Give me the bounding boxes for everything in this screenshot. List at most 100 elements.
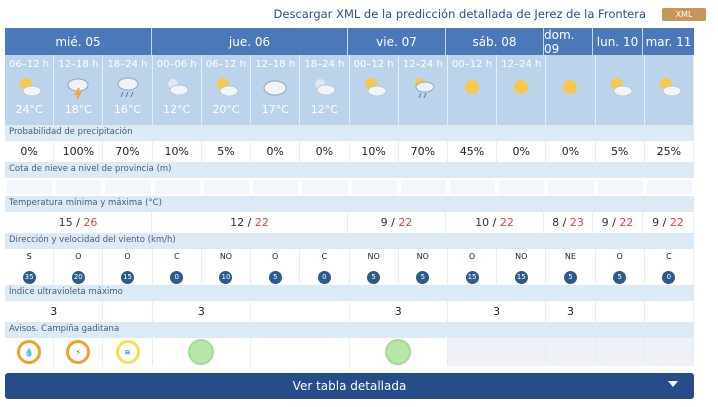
temp-max: 22 [669,216,684,229]
temp-cell: 12 / 22 [152,212,348,233]
temp-max: 23 [569,216,584,229]
precip-value: 0% [497,141,547,162]
temp-cell: 10 / 22 [446,212,544,233]
period-cell: 00–06 h 12°C [153,55,202,125]
period-cell: 18–24 h 12°C [300,55,350,125]
wind-direction: NO [416,252,429,261]
uv-value: 3 [546,301,596,322]
aviso-cell [595,338,645,366]
uv-label: Índice ultravioleta máximo [5,285,694,301]
caret-down-icon [668,381,678,387]
sun-cloud-icon [596,71,644,103]
xml-download-link[interactable]: Descargar XML de la predicción detallada… [273,7,646,21]
aviso-cell [251,338,350,366]
xml-badge[interactable]: XML [662,8,706,21]
day-header: vie. 07 [348,28,446,56]
wind-direction: NO [219,252,233,261]
temp-max: 22 [499,216,514,229]
wind-direction: C [321,252,328,261]
rain-warning-icon[interactable]: 💧 [17,340,42,364]
wind-direction: O [75,252,82,261]
temp-min: 10 [475,216,490,229]
snow-cell [7,180,53,194]
snow-cell [449,180,496,194]
uv-cell [103,301,153,322]
precip-label: Probabilidad de precipitación [5,125,694,141]
xml-download-bar: Descargar XML de la predicción detallada… [0,0,718,28]
temp-min: 15 [58,216,73,229]
temp-cell: 9 / 22 [348,212,446,233]
wind-cell: O 15 [103,249,153,285]
aviso-cell [447,338,547,366]
wind-direction: NO [515,252,528,261]
detailed-table-button[interactable]: Ver tabla detallada [5,373,694,399]
temp-max: 22 [254,216,269,229]
temp-row: 15 / 26 12 / 22 9 / 22 10 / 22 8 / 23 9 … [5,212,694,233]
precip-value: 0% [5,141,55,162]
aviso-cell: 💧 [5,338,55,366]
period-cell: 12–18 h 17°C [251,55,301,125]
wind-direction: O [616,252,623,261]
temp-min: 12 [230,216,245,229]
uv-value: 3 [153,301,252,322]
detailed-table-label: Ver tabla detallada [292,379,407,393]
temp-cell: 8 / 23 [544,212,593,233]
day-header: mar. 11 [645,35,692,49]
precip-value: 70% [103,141,153,162]
sun-cloud-icon [202,71,250,103]
period-cell: 12–24 h [399,55,448,125]
day-header: dom. 09 [544,28,593,56]
storm-icon [54,71,102,103]
rain-cloud-icon [399,71,447,103]
wind-direction: C [666,252,672,261]
snow-cell [253,180,299,194]
uv-value: 3 [350,301,448,322]
wind-cell: O 15 [448,249,498,285]
cloud-icon [251,71,299,103]
storm-warning-icon[interactable]: ⚡ [66,340,91,364]
wind-speed: 10 [219,270,233,284]
period-temp: 12°C [310,103,338,116]
period-row: 06–12 h 24°C 12–18 h 18°C 18–24 h 16°C 0… [5,55,694,125]
period-label: 12–24 h [501,59,542,70]
wind-cell: O 20 [54,249,104,285]
period-cell: 12–24 h [497,55,547,125]
cloud-moon-icon [153,71,201,103]
wind-direction: O [272,252,279,261]
period-temp: 20°C [212,103,240,116]
wind-warning-icon[interactable]: ≋ [115,340,140,364]
wind-speed: 0 [170,270,184,284]
no-warning-icon [385,339,412,365]
precip-value: 25% [645,141,694,162]
wind-speed: 15 [121,270,135,284]
snow-cell [302,180,348,194]
snow-cell [400,180,446,194]
period-label [546,59,594,71]
avisos-label: Avisos. Campiña gaditana [5,322,694,338]
snow-cell [203,180,250,194]
wind-speed: 20 [71,270,85,284]
wind-speed: 5 [563,270,577,284]
day-header: mié. 05 [5,28,152,56]
period-label: 12–24 h [402,59,443,70]
period-label: 00–12 h [353,59,394,70]
period-label [596,59,644,71]
snow-cell [154,180,200,194]
day-header: sáb. 08 [446,28,544,56]
snow-cell [597,180,643,194]
temp-min: 9 [380,216,388,229]
temp-cell: 15 / 26 [5,212,152,233]
temp-max: 22 [619,216,634,229]
precip-value: 0% [251,141,301,162]
forecast-table: mié. 05 jue. 06 vie. 07 sáb. 08 dom. 09 … [5,28,694,366]
wind-direction: NO [367,252,380,261]
precip-value: 0% [300,141,350,162]
period-cell: 06–12 h 24°C [5,55,55,125]
wind-direction: S [26,252,32,261]
temp-max: 26 [83,216,98,229]
snow-cell [56,180,102,194]
wind-direction: NE [564,252,576,261]
wind-speed: 15 [514,270,528,284]
